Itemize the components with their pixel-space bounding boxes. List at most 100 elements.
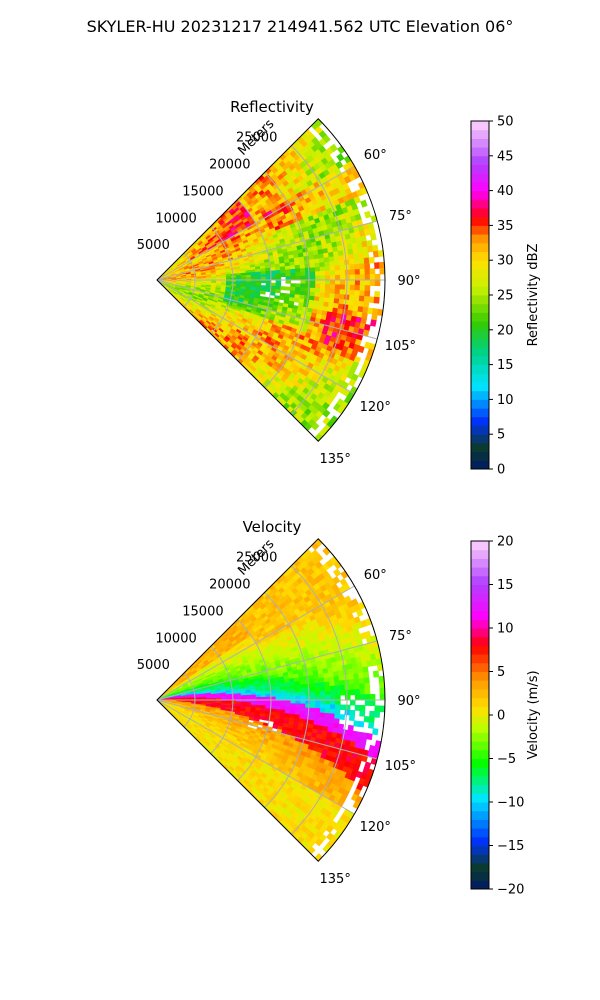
- radar-cell: [329, 708, 336, 715]
- radar-cell: [290, 696, 297, 701]
- radar-cell: [309, 683, 316, 689]
- colorbar-tick-label: 25: [497, 289, 514, 304]
- radar-cell: [315, 271, 321, 277]
- radar-cell: [369, 279, 376, 287]
- radar-cell: [325, 275, 331, 281]
- radar-cell: [335, 274, 341, 281]
- radar-cell: [344, 284, 351, 291]
- radar-cell: [359, 274, 366, 281]
- radar-cell: [335, 699, 341, 706]
- radar-cell: [374, 262, 381, 269]
- radar-cell: [319, 708, 326, 714]
- radar-cell: [348, 299, 355, 307]
- radar-cell: [280, 286, 287, 291]
- radar-cell: [339, 679, 346, 686]
- radar-cell: [334, 704, 341, 710]
- radar-cell: [374, 291, 381, 298]
- radar-cell: [318, 257, 325, 264]
- radar-cell: [349, 284, 356, 291]
- radar-cell: [310, 695, 316, 701]
- radar-cell: [329, 713, 336, 719]
- radar-cell: [309, 687, 316, 693]
- radar-cell: [334, 265, 341, 271]
- radar-cell: [366, 239, 373, 248]
- radar-cell: [305, 699, 311, 705]
- radar-cell: [324, 708, 331, 714]
- range-tick-label: 15000: [182, 184, 223, 199]
- radar-cell: [265, 273, 272, 278]
- radar-cell: [295, 699, 302, 705]
- colorbar-segment: [471, 451, 489, 461]
- radar-cell: [275, 689, 282, 695]
- radar-cell: [334, 293, 341, 300]
- radar-cell: [319, 262, 326, 268]
- colorbar-segment: [471, 277, 489, 287]
- radar-cell: [333, 255, 340, 262]
- radar-cell: [295, 283, 302, 288]
- radar-cell: [334, 260, 341, 267]
- radar-cell: [344, 264, 351, 271]
- radar-cell: [348, 294, 355, 302]
- colorbar-segment: [471, 190, 489, 200]
- radar-cell: [324, 288, 331, 294]
- radar-cell: [259, 290, 266, 295]
- colorbar-tick-label: 40: [497, 184, 514, 199]
- colorbar-segment: [471, 147, 489, 157]
- radar-cell: [328, 676, 335, 683]
- azimuth-tick-label: 90°: [397, 274, 420, 289]
- radar-cell: [318, 677, 325, 684]
- colorbar-tick-label: 15: [497, 358, 514, 373]
- radar-cell: [334, 685, 341, 691]
- radar-cell: [330, 275, 336, 281]
- radar-cell: [305, 271, 311, 277]
- radar-cell: [314, 287, 321, 294]
- radar-cell: [285, 689, 291, 694]
- radar-cell: [329, 270, 336, 276]
- radar-cell: [359, 285, 366, 292]
- radar-cell: [300, 691, 306, 697]
- radar-cell: [265, 288, 271, 293]
- radar-cell: [295, 703, 302, 708]
- radar-cell: [280, 702, 287, 708]
- radar-cell: [329, 685, 336, 692]
- radar-cell: [324, 292, 331, 299]
- radar-cell: [255, 274, 262, 278]
- radar-cell: [290, 692, 297, 697]
- radar-cell: [319, 682, 326, 688]
- radar-cell: [358, 257, 365, 265]
- radar-cell: [333, 675, 340, 682]
- radar-cell: [339, 704, 346, 711]
- colorbar-label: Reflectivity dBZ: [526, 244, 541, 347]
- radar-cell: [323, 677, 330, 683]
- radar-cell: [309, 707, 316, 713]
- colorbar-segment: [471, 121, 489, 131]
- radar-cell: [344, 274, 351, 281]
- radar-cell: [374, 279, 381, 287]
- radar-cell: [334, 289, 341, 295]
- radar-cell: [339, 264, 346, 271]
- radar-cell: [280, 696, 287, 701]
- range-tick-label: 10000: [155, 211, 196, 226]
- radar-cell: [293, 297, 300, 303]
- colorbar-tick-label: 35: [497, 219, 514, 234]
- radar-cell: [320, 275, 326, 281]
- radar-cell: [329, 293, 336, 299]
- radar-cell: [319, 266, 326, 272]
- colorbar-segment: [471, 338, 489, 348]
- radar-cell: [343, 259, 351, 266]
- colorbar-segment: [471, 164, 489, 174]
- colorbar-segment: [471, 295, 489, 305]
- radar-cell: [324, 270, 331, 276]
- colorbar-segment: [471, 216, 489, 226]
- radar-cell: [324, 266, 331, 272]
- radar-cell: [320, 695, 326, 701]
- colorbar-segment: [471, 208, 489, 218]
- radar-cell: [349, 279, 356, 286]
- radar-cell: [364, 262, 371, 270]
- radar-cell: [300, 695, 306, 701]
- radar-cell: [354, 263, 361, 270]
- radar-cell: [324, 261, 331, 268]
- radar-cell: [334, 270, 341, 276]
- radar-cell: [285, 276, 292, 281]
